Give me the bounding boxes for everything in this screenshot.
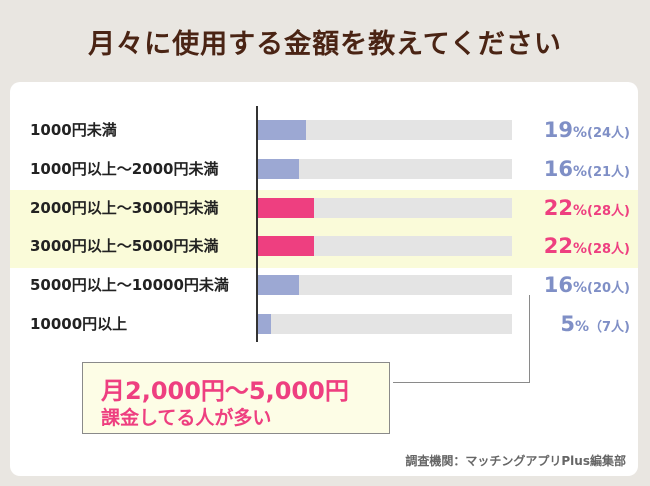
bar xyxy=(258,275,299,296)
callout-connector xyxy=(393,295,530,383)
percent-label: 16%(21人) xyxy=(532,155,630,183)
percent-value: 19 xyxy=(543,118,573,142)
axis-baseline xyxy=(256,106,258,342)
bar xyxy=(258,158,299,179)
bar-track xyxy=(258,158,512,179)
respondent-count: (21人) xyxy=(587,164,630,180)
category-label: 2000円以上～3000円未満 xyxy=(30,198,219,217)
category-label: 3000円以上～5000円未満 xyxy=(30,237,219,256)
percent-value: 22 xyxy=(543,234,573,259)
respondent-count: (28人) xyxy=(587,203,630,219)
callout-headline: 月2,000円～5,000円 xyxy=(101,377,349,405)
callout-subline: 課金してる人が多い xyxy=(101,407,272,429)
bar-track xyxy=(258,120,512,140)
percent-value: 5 xyxy=(560,312,575,336)
bar-track xyxy=(258,275,512,296)
bar-track xyxy=(258,197,512,218)
callout-box: 月2,000円～5,000円 課金してる人が多い xyxy=(82,362,390,434)
percent-value: 16 xyxy=(543,156,573,181)
percent-label: 22%(28人) xyxy=(532,194,630,222)
respondent-count: （7人) xyxy=(589,320,630,335)
category-label: 1000円未満 xyxy=(30,121,117,139)
respondent-count: (20人) xyxy=(587,281,630,297)
percent-symbol: % xyxy=(572,125,588,141)
source-note: 調査機関：マッチングアプリPlus編集部 xyxy=(405,454,626,468)
bar xyxy=(258,120,307,140)
percent-value: 22 xyxy=(543,195,573,220)
category-label: 5000円以上～10000円未満 xyxy=(30,276,229,295)
bar xyxy=(258,236,314,257)
respondent-count: (28人) xyxy=(587,242,630,258)
percent-label: 19%(24人) xyxy=(532,116,630,144)
percent-value: 16 xyxy=(543,273,573,298)
chart-title: 月々に使用する金額を教えてください xyxy=(88,29,562,60)
percent-symbol: % xyxy=(572,280,588,297)
respondent-count: (24人) xyxy=(587,126,630,141)
percent-symbol: % xyxy=(574,319,589,335)
bar xyxy=(258,314,271,334)
percent-symbol: % xyxy=(572,241,588,258)
category-label: 10000円以上 xyxy=(30,315,128,333)
bar-track xyxy=(258,236,512,257)
percent-label: 16%(20人) xyxy=(532,271,630,299)
bar xyxy=(258,197,314,218)
percent-symbol: % xyxy=(572,202,588,219)
percent-label: 5%（7人) xyxy=(532,310,630,338)
percent-symbol: % xyxy=(572,163,588,180)
category-label: 1000円以上～2000円未満 xyxy=(30,159,219,178)
bar-track xyxy=(258,314,512,334)
percent-label: 22%(28人) xyxy=(532,232,630,260)
